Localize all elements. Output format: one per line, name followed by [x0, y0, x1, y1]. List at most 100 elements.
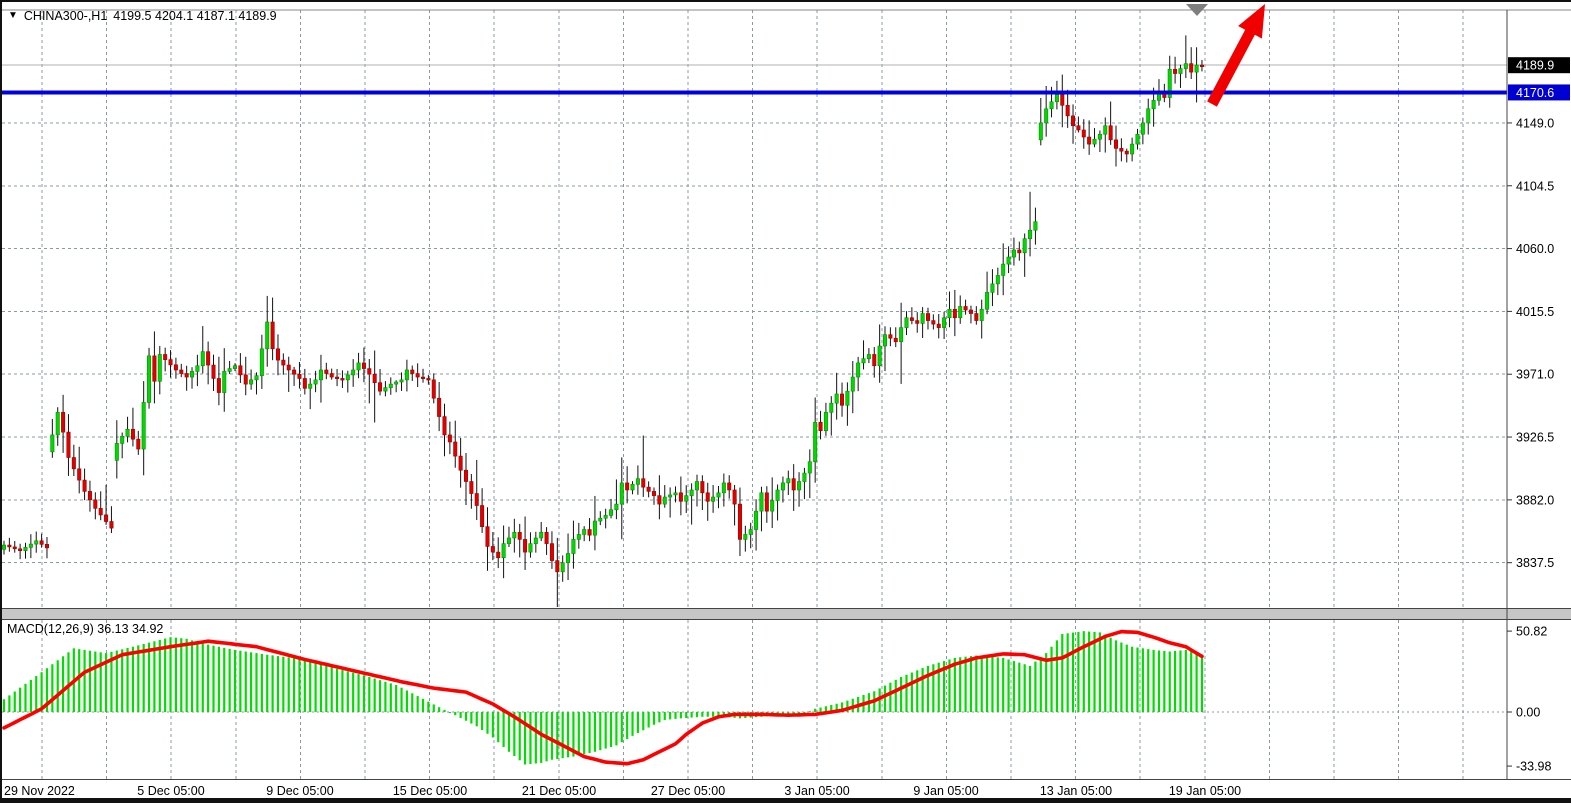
candle: [232, 365, 237, 369]
macd-bar: [51, 664, 54, 712]
candle: [920, 313, 925, 324]
candle: [1054, 94, 1059, 103]
macd-bar: [239, 650, 242, 712]
macd-bar: [233, 649, 237, 712]
candle: [2, 544, 7, 550]
macd-bar: [427, 701, 430, 712]
macd-bar: [67, 652, 70, 712]
macd-bar: [196, 641, 199, 712]
candle: [834, 393, 839, 404]
candle: [243, 374, 248, 385]
macd-bar: [1136, 647, 1139, 712]
candle: [614, 503, 619, 511]
candle: [1130, 143, 1135, 155]
macd-bar: [583, 711, 586, 755]
candle: [1011, 249, 1016, 258]
macd-bar: [8, 695, 11, 712]
candle: [705, 492, 710, 502]
chart-title: ▼ CHINA300-,H1 4199.5 4204.1 4187.1 4189…: [8, 9, 277, 23]
macd-bar: [959, 657, 962, 712]
macd-bar: [1098, 632, 1101, 712]
candle: [469, 481, 474, 494]
candle: [995, 275, 1000, 285]
macd-bar: [518, 711, 521, 761]
macd-bar: [29, 679, 32, 712]
time-axis-label: 29 Nov 2022: [4, 784, 75, 798]
candle: [791, 478, 796, 491]
candle: [372, 373, 377, 383]
macd-bar: [158, 639, 161, 712]
trend-arrow[interactable]: [1207, 4, 1265, 107]
candle: [979, 308, 984, 321]
candle: [437, 397, 442, 417]
macd-bar: [319, 664, 323, 712]
macd-bar: [679, 711, 682, 719]
macd-bar: [985, 656, 989, 712]
candle: [899, 327, 904, 343]
candle: [275, 348, 280, 361]
pane-separator[interactable]: [2, 609, 1571, 619]
candle: [866, 354, 871, 359]
candle: [1060, 94, 1065, 106]
macd-bar: [808, 711, 811, 713]
macd-bar: [674, 711, 677, 719]
candle: [173, 364, 178, 371]
candle: [587, 529, 592, 536]
candle: [652, 491, 657, 496]
candle: [850, 376, 855, 392]
macd-bar: [207, 644, 210, 712]
candle: [93, 499, 98, 509]
candle: [673, 492, 678, 496]
macd-bar: [212, 645, 215, 712]
candle: [786, 478, 791, 484]
macd-bar: [481, 711, 484, 731]
macd-indicator-label: MACD(12,26,9) 36.13 34.92: [7, 622, 164, 636]
macd-bar: [905, 674, 908, 712]
candle: [136, 438, 141, 450]
macd-bar: [943, 661, 946, 712]
macd-bar: [443, 709, 446, 712]
candle: [512, 532, 517, 539]
macd-bar: [309, 661, 312, 712]
macd-bar: [690, 711, 693, 718]
candle: [609, 509, 614, 516]
macd-bar: [803, 711, 806, 714]
macd-bar: [900, 676, 903, 712]
candle: [265, 321, 270, 350]
candle: [463, 469, 468, 482]
macd-bar: [658, 711, 661, 723]
candle: [399, 379, 404, 383]
candle: [539, 532, 544, 539]
candle: [549, 543, 554, 561]
candle: [775, 489, 780, 501]
candle: [130, 428, 135, 440]
candle: [1033, 221, 1038, 231]
time-axis-label: 3 Jan 05:00: [784, 784, 849, 798]
macd-bar: [83, 649, 86, 712]
candle: [759, 492, 764, 512]
candle: [517, 532, 522, 540]
candle: [426, 378, 431, 381]
candle: [716, 492, 721, 498]
macd-bar: [814, 708, 817, 712]
candle: [163, 354, 168, 360]
candle: [318, 369, 323, 381]
candle: [689, 489, 694, 496]
candle: [206, 351, 211, 366]
price-axis-label: 4104.5: [1516, 179, 1554, 193]
candle: [936, 323, 941, 328]
macd-bar: [190, 640, 194, 712]
symbol-dropdown-icon[interactable]: ▼: [8, 10, 18, 21]
macd-bar: [13, 691, 16, 712]
candle: [238, 365, 243, 376]
macd-bar: [980, 655, 983, 712]
candle: [883, 334, 888, 347]
candle: [1178, 68, 1183, 74]
candle: [635, 478, 640, 485]
macd-bar: [1131, 646, 1134, 712]
candle: [1167, 68, 1172, 98]
macd-bar: [1045, 653, 1048, 712]
scroll-shift-marker[interactable]: [1186, 4, 1208, 16]
